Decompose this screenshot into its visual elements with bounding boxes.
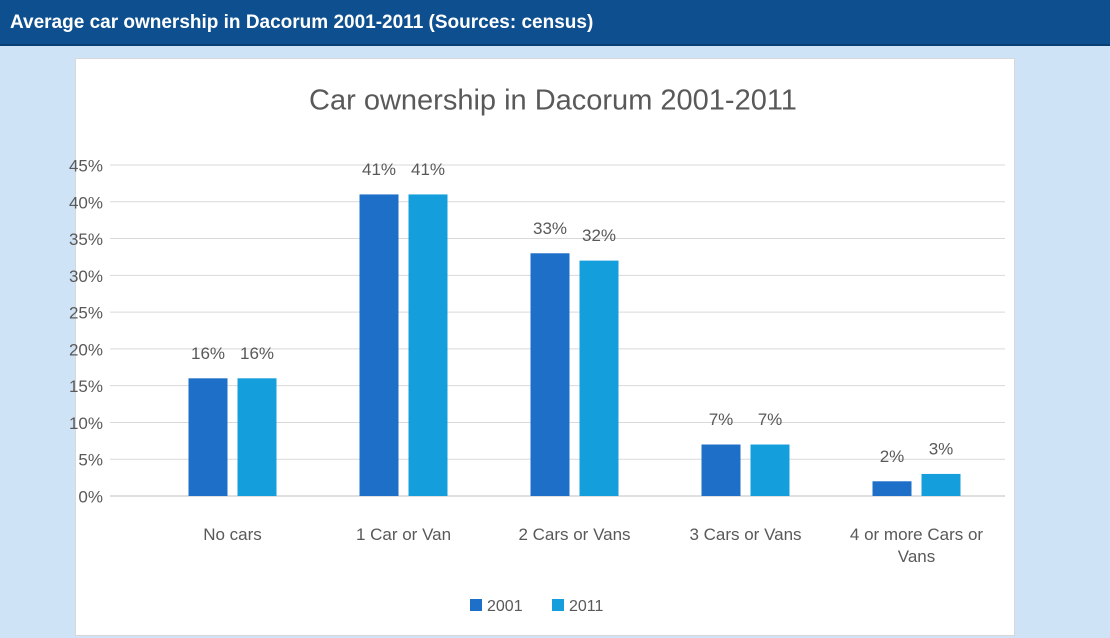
data-label: 33% [533,219,567,238]
y-tick-label: 25% [69,304,103,323]
data-label: 41% [362,160,396,179]
bar [579,260,619,496]
data-label: 16% [191,344,225,363]
bar [359,194,399,496]
y-tick-label: 15% [69,377,103,396]
chart-title: Car ownership in Dacorum 2001-2011 [309,85,797,117]
data-label: 7% [758,410,783,429]
x-tick-label: 1 Car or Van [355,525,452,544]
bar [188,378,228,496]
data-label: 7% [709,410,734,429]
bar [701,444,741,496]
data-label: 16% [240,344,274,363]
bar [872,481,912,496]
data-label: 3% [929,439,954,458]
y-tick-label: 10% [69,414,103,433]
data-label: 32% [582,226,616,245]
x-tick-label: No cars [203,525,262,544]
legend-label: 2011 [569,598,604,615]
y-tick-label: 5% [78,451,103,470]
bar [921,473,961,496]
y-tick-label: 20% [69,340,103,359]
x-tick-label: 3 Cars or Vans [689,525,802,544]
data-label: 41% [411,160,445,179]
data-label: 2% [880,447,905,466]
bar [408,194,448,496]
x-tick-label: 2 Cars or Vans [518,525,631,544]
y-tick-label: 30% [69,267,103,286]
legend-swatch [552,599,564,611]
legend-swatch [470,599,482,611]
y-tick-label: 40% [69,193,103,212]
bar [750,444,790,496]
y-tick-label: 35% [69,230,103,249]
bar [237,378,277,496]
y-tick-label: 45% [69,156,103,175]
y-tick-label: 0% [78,487,103,506]
header-title: Average car ownership in Dacorum 2001-20… [0,0,1110,46]
bar [530,253,570,496]
legend-label: 2001 [487,598,523,615]
x-tick-label: 4 or more Cars or Vans [849,525,984,566]
